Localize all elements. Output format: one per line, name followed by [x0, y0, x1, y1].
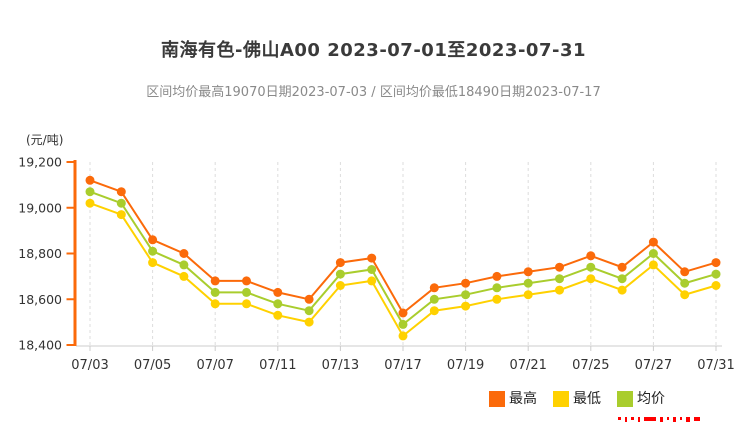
legend-swatch-min-icon — [553, 391, 569, 407]
legend-label-avg: 均价 — [637, 391, 665, 407]
svg-text:18,600: 18,600 — [18, 292, 62, 307]
partial-red-watermark — [618, 417, 746, 423]
chart-subtitle: 区间均价最高19070日期2023-07-03 / 区间均价最低18490日期2… — [146, 85, 601, 100]
legend-label-min: 最低 — [573, 391, 601, 407]
legend-item-max: 最高 — [489, 391, 537, 407]
svg-text:07/03: 07/03 — [71, 358, 108, 373]
chart-title: 南海有色-佛山A00 2023-07-01至2023-07-31 — [161, 40, 586, 61]
svg-text:07/27: 07/27 — [635, 358, 672, 373]
svg-text:07/21: 07/21 — [509, 358, 546, 373]
svg-text:07/25: 07/25 — [572, 358, 609, 373]
svg-text:07/13: 07/13 — [322, 358, 359, 373]
svg-text:07/19: 07/19 — [447, 358, 484, 373]
legend-item-min: 最低 — [553, 391, 601, 407]
svg-text:18,800: 18,800 — [18, 246, 62, 261]
svg-text:07/05: 07/05 — [134, 358, 171, 373]
svg-text:07/11: 07/11 — [259, 358, 296, 373]
legend-item-avg: 均价 — [617, 391, 665, 407]
svg-text:07/17: 07/17 — [384, 358, 421, 373]
svg-text:07/07: 07/07 — [196, 358, 233, 373]
chart-legend: 最高 最低 均价 — [489, 391, 681, 407]
legend-label-max: 最高 — [509, 391, 537, 407]
svg-text:18,400: 18,400 — [18, 338, 62, 353]
legend-swatch-max-icon — [489, 391, 505, 407]
svg-text:07/31: 07/31 — [697, 358, 734, 373]
y-axis-unit-label: (元/吨) — [26, 133, 64, 147]
svg-text:19,200: 19,200 — [18, 155, 62, 170]
svg-text:19,000: 19,000 — [18, 200, 62, 215]
legend-swatch-avg-icon — [617, 391, 633, 407]
